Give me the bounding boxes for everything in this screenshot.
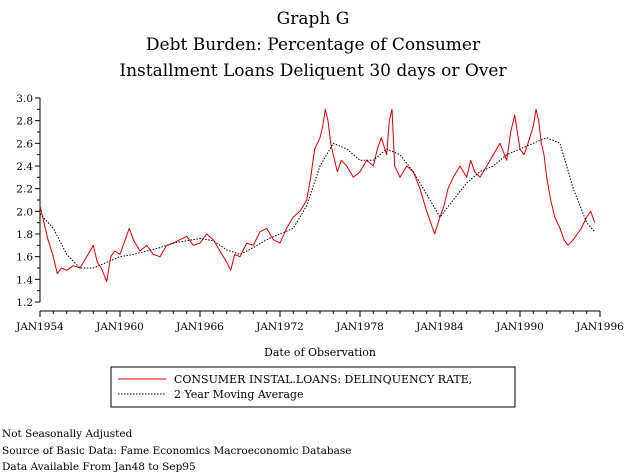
legend-box	[110, 366, 516, 408]
x-tick-label: JAN1966	[175, 321, 224, 333]
x-tick-label: JAN1990	[495, 321, 544, 333]
x-tick-label: JAN1996	[575, 321, 624, 333]
y-ticks: 1.2 1.4 1.6 1.8 2.0 2.2 2.4 2.6 2.8 3.0	[16, 93, 40, 309]
y-tick-label: 1.6	[16, 252, 33, 264]
x-tick-label: JAN1972	[255, 321, 304, 333]
x-axis-label: Date of Observation	[264, 346, 376, 359]
series-line-moving-average	[39, 137, 596, 269]
x-tick-label: JAN1954	[15, 321, 64, 333]
legend-label-moving-average: 2 Year Moving Average	[174, 388, 303, 401]
footnote-availability: Data Available From Jan48 to Sep95	[2, 461, 196, 473]
legend-label-delinquency: CONSUMER INSTAL.LOANS: DELINQUENCY RATE,	[174, 373, 472, 386]
y-tick-label: 3.0	[16, 93, 33, 105]
y-tick-label: 1.4	[16, 274, 33, 286]
chart-title: Graph G	[277, 9, 350, 29]
y-tick-label: 2.2	[16, 184, 33, 196]
footnote-source: Source of Basic Data: Fame Economics Mac…	[2, 445, 351, 457]
y-tick-label: 1.2	[16, 297, 33, 309]
series-layer	[39, 108, 596, 283]
footnote-seasonal: Not Seasonally Adjusted	[2, 428, 133, 440]
chart-subtitle-line1: Debt Burden: Percentage of Consumer	[146, 35, 481, 55]
y-tick-label: 2.0	[16, 206, 33, 218]
series-line-delinquency-rate	[39, 108, 596, 283]
x-ticks: JAN1954 JAN1960 JAN1966 JAN1972 JAN1978 JAN19…	[15, 311, 624, 333]
y-tick-label: 2.6	[16, 138, 33, 150]
x-tick-label: JAN1978	[335, 321, 384, 333]
x-tick-label: JAN1984	[415, 321, 464, 333]
chart-subtitle-line2: Installment Loans Deliquent 30 days or O…	[119, 61, 507, 81]
y-tick-label: 2.4	[16, 161, 33, 173]
x-tick-label: JAN1960	[95, 321, 144, 333]
y-tick-label: 1.8	[16, 229, 33, 241]
y-tick-label: 2.8	[16, 116, 33, 128]
